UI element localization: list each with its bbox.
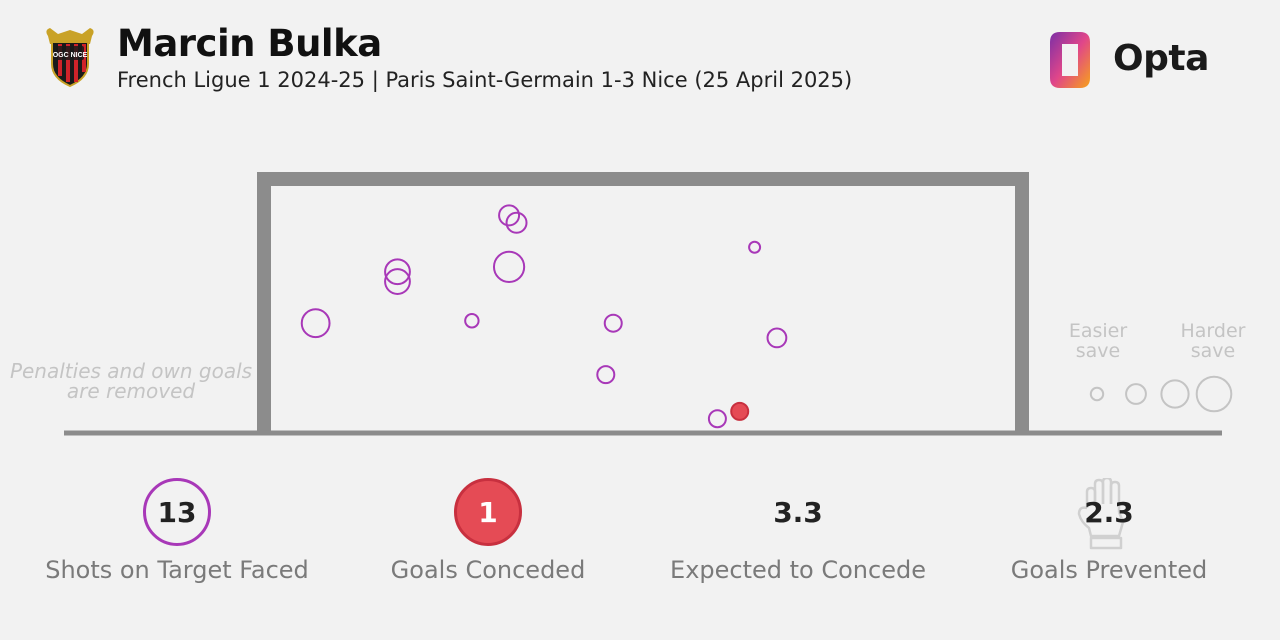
saved-shot-marker	[464, 313, 480, 329]
shots-label: Shots on Target Faced	[45, 556, 309, 584]
legend-size-circle	[1160, 379, 1190, 409]
saved-shot-marker	[498, 204, 521, 227]
opta-logo-icon	[1050, 32, 1090, 88]
goal-crossbar	[257, 172, 1029, 186]
stat-shots-on-target: 13 Shots on Target Faced	[27, 478, 327, 584]
saved-shot-marker	[384, 268, 411, 295]
goals-value: 1	[478, 495, 498, 529]
legend-easier-label: Easier save	[1068, 320, 1128, 362]
page-title: Marcin Bulka	[117, 22, 382, 65]
prevented-value: 2.3	[1084, 495, 1134, 529]
legend-harder-label: Harder save	[1180, 320, 1246, 362]
note-line-2: are removed	[66, 379, 196, 403]
goals-label: Goals Conceded	[390, 556, 586, 584]
crest-text: OGC NICE	[53, 52, 88, 59]
goal-right-post	[1015, 172, 1029, 433]
legend-size-circle	[1089, 386, 1105, 402]
legend-size-circle	[1195, 375, 1233, 413]
shots-layer	[300, 204, 788, 429]
saved-shot-marker	[596, 365, 616, 385]
goal-left-post	[257, 172, 271, 433]
page-subtitle: French Ligue 1 2024-25 | Paris Saint-Ger…	[117, 68, 853, 92]
ogc-nice-crest-logo: OGC NICE	[46, 28, 94, 88]
saved-shot-marker	[766, 327, 788, 349]
note-line-1: Penalties and own goals	[9, 359, 253, 383]
shots-ring	[143, 478, 211, 546]
goal-shot-marker	[730, 401, 750, 421]
saved-shot-marker	[384, 258, 411, 286]
stat-expected-to-concede: 3.3 Expected to Concede	[648, 478, 948, 585]
saved-shot-marker	[603, 313, 623, 333]
stat-goals-conceded: 1 Goals Conceded	[338, 478, 638, 584]
saved-shot-marker	[505, 211, 528, 234]
shots-value: 13	[157, 495, 197, 529]
xg-value: 3.3	[773, 495, 823, 529]
prevented-label: Goals Prevented	[1010, 556, 1208, 584]
saved-shot-marker	[748, 240, 762, 254]
stat-goals-prevented: 2.3 Goals Prevented	[959, 478, 1259, 584]
goalkeeper-glove-icon	[1077, 478, 1125, 550]
legend-circles	[1089, 375, 1233, 413]
opta-brand: Opta	[1113, 38, 1209, 79]
goals-ring	[454, 478, 522, 546]
saved-shot-marker	[707, 409, 727, 429]
saved-shot-marker	[492, 250, 526, 283]
saved-shot-marker	[300, 308, 331, 339]
legend-size-circle	[1125, 383, 1147, 405]
penalties-note: Penalties and own goals are removed	[0, 361, 262, 401]
xg-label: Expected to Concede	[670, 556, 926, 584]
